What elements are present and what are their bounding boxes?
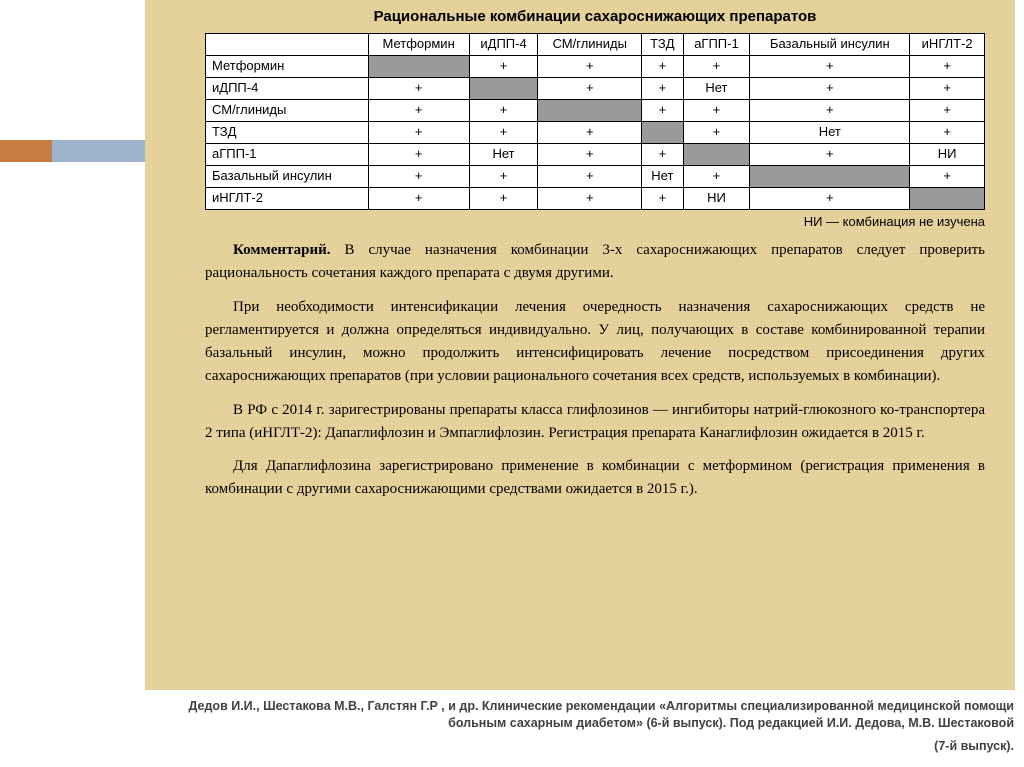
table-col-7: иНГЛТ-2 (910, 34, 985, 56)
table-cell: + (910, 56, 985, 78)
table-col-2: иДПП-4 (469, 34, 538, 56)
table-row: СМ/глиниды++++++ (206, 100, 985, 122)
table-cell: + (910, 100, 985, 122)
table-col-6: Базальный инсулин (750, 34, 910, 56)
table-cell (910, 188, 985, 210)
table-row: иНГЛТ-2++++НИ+ (206, 188, 985, 210)
paragraph-2: При необходимости интенсификации лечения… (205, 296, 985, 389)
content-panel: Рациональные комбинации сахароснижающих … (145, 0, 1015, 690)
row-label: иНГЛТ-2 (206, 188, 369, 210)
table-row: ТЗД++++Нет+ (206, 122, 985, 144)
table-legend: НИ — комбинация не изучена (205, 214, 985, 229)
table-cell (642, 122, 684, 144)
table-cell: + (642, 78, 684, 100)
table-cell: + (538, 122, 642, 144)
table-cell (538, 100, 642, 122)
table-cell: + (538, 166, 642, 188)
table-cell: + (683, 56, 750, 78)
table-cell (368, 56, 469, 78)
row-label: ТЗД (206, 122, 369, 144)
table-cell: + (368, 166, 469, 188)
accent-bar-orange (0, 140, 52, 162)
table-cell: + (750, 78, 910, 100)
table-cell: + (368, 122, 469, 144)
table-row: Базальный инсулин+++Нет++ (206, 166, 985, 188)
table-cell: + (538, 188, 642, 210)
table-cell: Нет (469, 144, 538, 166)
row-label: Базальный инсулин (206, 166, 369, 188)
page-title: Рациональные комбинации сахароснижающих … (205, 8, 985, 25)
table-cell: + (750, 144, 910, 166)
table-cell: НИ (910, 144, 985, 166)
table-cell: + (642, 188, 684, 210)
table-cell (750, 166, 910, 188)
citation-line-2: (7-й выпуск). (160, 738, 1014, 755)
paragraph-3: В РФ с 2014 г. заригестрированы препарат… (205, 399, 985, 446)
table-cell: + (642, 144, 684, 166)
table-row: Метформин++++++ (206, 56, 985, 78)
table-cell: + (750, 100, 910, 122)
table-cell: + (538, 78, 642, 100)
row-label: аГПП-1 (206, 144, 369, 166)
paragraph-4: Для Дапаглифлозина зарегистрировано прим… (205, 455, 985, 502)
table-cell: НИ (683, 188, 750, 210)
table-cell: + (469, 56, 538, 78)
table-cell: + (538, 56, 642, 78)
drug-combination-table: Метформин иДПП-4 СМ/глиниды ТЗД аГПП-1 Б… (205, 33, 985, 210)
table-col-3: СМ/глиниды (538, 34, 642, 56)
comment-label: Комментарий. (233, 242, 331, 258)
table-col-0 (206, 34, 369, 56)
table-cell: + (469, 188, 538, 210)
table-cell: Нет (683, 78, 750, 100)
table-cell: + (368, 144, 469, 166)
table-cell: Нет (642, 166, 684, 188)
table-row: иДПП-4+++Нет++ (206, 78, 985, 100)
table-cell: Нет (750, 122, 910, 144)
page: Рациональные комбинации сахароснижающих … (0, 0, 1024, 767)
row-label: Метформин (206, 56, 369, 78)
table-cell: + (538, 144, 642, 166)
table-cell: + (642, 56, 684, 78)
citation: Дедов И.И., Шестакова М.В., Галстян Г.Р … (160, 698, 1014, 755)
row-label: иДПП-4 (206, 78, 369, 100)
table-cell: + (910, 78, 985, 100)
table-cell: + (469, 122, 538, 144)
table-cell (683, 144, 750, 166)
table-cell: + (683, 100, 750, 122)
table-cell: + (368, 78, 469, 100)
table-cell: + (683, 166, 750, 188)
table-col-1: Метформин (368, 34, 469, 56)
table-row: аГПП-1+Нет+++НИ (206, 144, 985, 166)
table-cell: + (910, 166, 985, 188)
table-cell: + (642, 100, 684, 122)
paragraph-comment: Комментарий. В случае назначения комбина… (205, 239, 985, 286)
table-cell (469, 78, 538, 100)
table-cell: + (469, 100, 538, 122)
table-col-4: ТЗД (642, 34, 684, 56)
table-cell: + (368, 188, 469, 210)
table-header-row: Метформин иДПП-4 СМ/глиниды ТЗД аГПП-1 Б… (206, 34, 985, 56)
table-cell: + (368, 100, 469, 122)
table-cell: + (750, 56, 910, 78)
table-cell: + (683, 122, 750, 144)
table-col-5: аГПП-1 (683, 34, 750, 56)
table-cell: + (750, 188, 910, 210)
table-cell: + (910, 122, 985, 144)
citation-line-1: Дедов И.И., Шестакова М.В., Галстян Г.Р … (160, 698, 1014, 732)
row-label: СМ/глиниды (206, 100, 369, 122)
table-cell: + (469, 166, 538, 188)
